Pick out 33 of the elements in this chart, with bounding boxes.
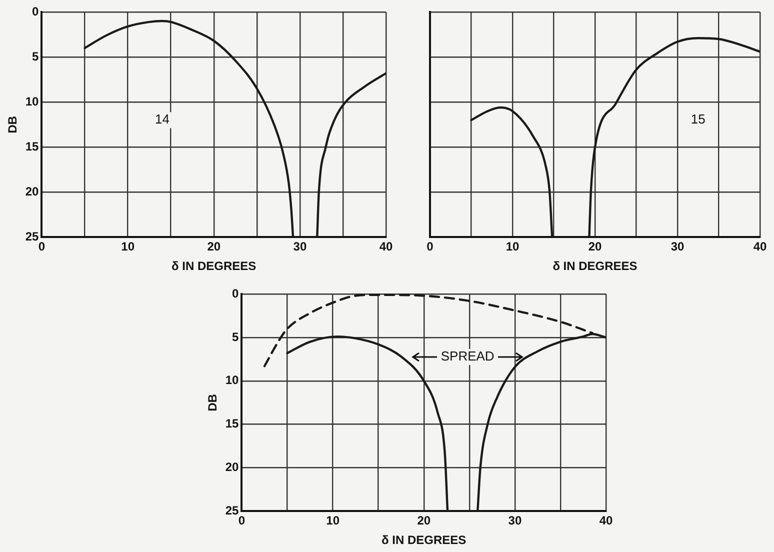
x-tick-label: 30 — [508, 514, 522, 528]
x-tick-label: 20 — [417, 514, 431, 528]
y-tick-label: 10 — [25, 94, 40, 108]
y-tick-label: 15 — [25, 139, 40, 154]
y-axis-title: DB — [206, 394, 220, 412]
x-axis-title: δ IN DEGREES — [382, 533, 466, 548]
y-tick-label: 25 — [225, 504, 240, 518]
y-tick-label: 0 — [32, 4, 40, 18]
y-tick-label: 20 — [225, 460, 240, 474]
x-tick-label: 40 — [379, 240, 393, 254]
annotation: 14 — [155, 112, 170, 127]
x-tick-label: 30 — [293, 240, 307, 254]
x-tick-label: 20 — [207, 240, 221, 254]
x-tick-label: 30 — [670, 240, 684, 254]
y-tick-label: 5 — [32, 49, 40, 64]
y-tick-label: 15 — [225, 416, 240, 431]
x-tick-label: 10 — [326, 514, 340, 528]
x-tick-label: 40 — [599, 514, 613, 528]
x-axis-title: δ IN DEGREES — [172, 259, 256, 274]
annotation: 15 — [690, 112, 706, 127]
x-axis-title: δ IN DEGREES — [552, 259, 638, 274]
x-tick-label: 10 — [506, 240, 520, 254]
x-tick-label: 10 — [121, 240, 135, 254]
y-tick-label: 20 — [25, 184, 40, 198]
y-tick-label: 10 — [225, 373, 240, 388]
y-tick-label: 0 — [232, 286, 240, 300]
y-tick-label: 5 — [232, 330, 240, 344]
annotation: SPREAD — [440, 348, 494, 364]
x-tick-label: 40 — [753, 240, 767, 254]
x-tick-label: 20 — [588, 240, 602, 254]
y-axis-title: DB — [6, 116, 20, 134]
y-tick-label: 25 — [25, 230, 40, 244]
x-tick-label: 0 — [426, 240, 434, 254]
